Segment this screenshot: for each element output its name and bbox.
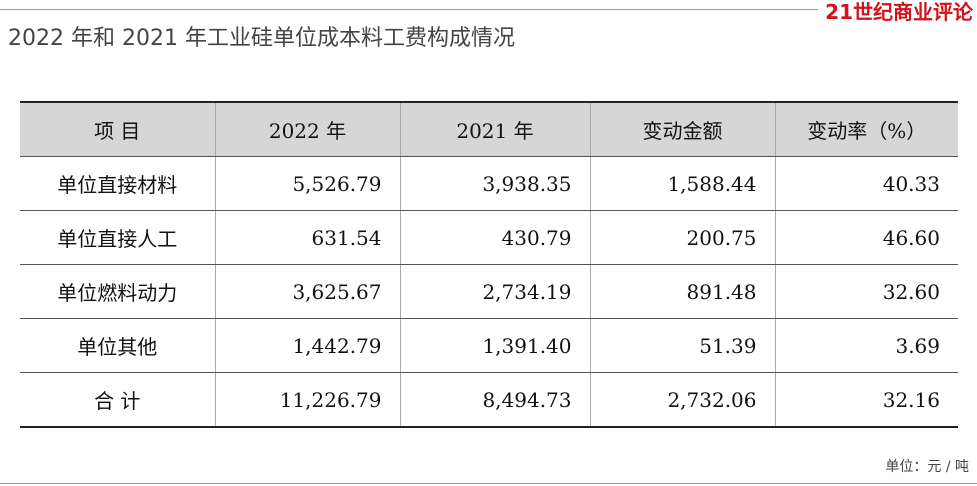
cell: 1,442.79	[214, 318, 400, 373]
cell: 46.60	[774, 210, 958, 265]
cell: 2,732.06	[589, 372, 775, 428]
cell: 430.79	[399, 210, 590, 265]
column-header: 2022 年	[214, 101, 400, 157]
table-row: 单位直接人工 631.54 430.79 200.75 46.60	[20, 210, 958, 265]
cost-table: 项 目 2022 年 2021 年变动金额 变动率（%） 单位直接材料 5,526.79…	[20, 101, 958, 428]
header-row: 项 目 2022 年 2021 年变动金额 变动率（%）	[20, 101, 958, 157]
table-row: 单位直接材料 5,526.79 3,938.35 1,588.44 40.33	[20, 156, 958, 211]
column-header: 2021 年	[399, 101, 590, 157]
column-header: 变动金额	[589, 101, 775, 157]
cell: 1,391.40	[399, 318, 590, 373]
table-row: 单位燃料动力 3,625.67 2,734.19 891.48 32.60	[20, 264, 958, 319]
cell: 3,938.35	[399, 156, 590, 211]
cell: 5,526.79	[214, 156, 400, 211]
cell: 40.33	[774, 156, 958, 211]
cell: 3,625.67	[214, 264, 400, 319]
cell: 32.60	[774, 264, 958, 319]
top-rule	[0, 9, 818, 10]
row-label: 单位直接材料	[20, 156, 215, 211]
bottom-rule	[0, 483, 977, 484]
row-label: 单位直接人工	[20, 210, 215, 265]
cell: 51.39	[589, 318, 775, 373]
brand: 21世纪商业评论	[825, 0, 973, 24]
row-label: 单位燃料动力	[20, 264, 215, 319]
cell: 3.69	[774, 318, 958, 373]
table-row: 合 计 11,226.79 8,494.73 2,732.06 32.16	[20, 372, 958, 428]
column-header: 项 目	[20, 101, 215, 157]
row-label: 合 计	[20, 372, 215, 428]
cell: 8,494.73	[399, 372, 590, 428]
cell: 2,734.19	[399, 264, 590, 319]
cell: 1,588.44	[589, 156, 775, 211]
cell: 200.75	[589, 210, 775, 265]
cell: 631.54	[214, 210, 400, 265]
table-row: 单位其他 1,442.79 1,391.40 51.39 3.69	[20, 318, 958, 373]
column-header: 变动率（%）	[774, 101, 958, 157]
title: 2022 年和 2021 年工业硅单位成本料工费构成情况	[8, 26, 515, 51]
cell: 891.48	[589, 264, 775, 319]
unit-note: 单位：元 / 吨	[885, 459, 969, 475]
cell: 32.16	[774, 372, 958, 428]
row-label: 单位其他	[20, 318, 215, 373]
cell: 11,226.79	[214, 372, 400, 428]
